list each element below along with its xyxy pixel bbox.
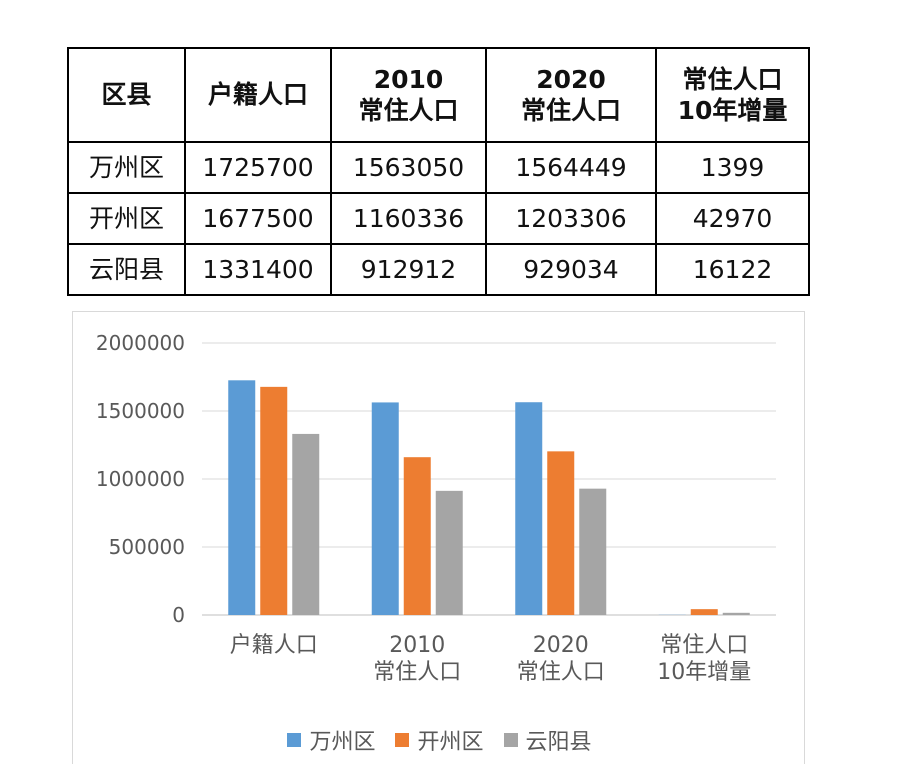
bar — [404, 457, 431, 615]
table-cell: 1203306 — [486, 193, 656, 244]
bar — [547, 451, 574, 615]
bar — [691, 609, 718, 615]
legend-swatch — [287, 733, 301, 747]
bar — [579, 489, 606, 615]
header-district: 区县 — [68, 48, 185, 142]
table-cell: 1677500 — [185, 193, 331, 244]
x-tick-label: 户籍人口 — [230, 633, 318, 658]
x-tick-label: 10年增量 — [657, 660, 751, 685]
y-tick-label: 0 — [172, 603, 185, 627]
bar — [515, 402, 542, 615]
table-cell: 42970 — [656, 193, 809, 244]
bar — [723, 613, 750, 615]
legend-item: 万州区 — [287, 724, 375, 756]
table-cell: 1725700 — [185, 142, 331, 193]
y-tick-label: 500000 — [109, 535, 185, 559]
legend-item: 开州区 — [395, 724, 483, 756]
x-tick-label: 常住人口 — [517, 660, 605, 685]
legend-swatch — [504, 733, 518, 747]
y-tick-label: 2000000 — [96, 331, 185, 355]
bar — [260, 387, 287, 615]
legend-label: 万州区 — [309, 724, 375, 756]
table-row: 云阳县 1331400 912912 929034 16122 — [68, 244, 809, 295]
x-tick-label: 2020 — [533, 633, 589, 658]
table-cell: 16122 — [656, 244, 809, 295]
legend-swatch — [395, 733, 409, 747]
table-cell: 1563050 — [331, 142, 486, 193]
chart-legend: 万州区 开州区 云阳县 — [73, 724, 806, 756]
x-tick-label: 常住人口 — [660, 633, 748, 658]
bar — [292, 434, 319, 615]
table-cell: 929034 — [486, 244, 656, 295]
table-cell: 1564449 — [486, 142, 656, 193]
table-cell: 1160336 — [331, 193, 486, 244]
x-tick-label: 常住人口 — [373, 660, 461, 685]
legend-label: 开州区 — [417, 724, 483, 756]
x-tick-label: 2010 — [389, 633, 445, 658]
table-cell: 1399 — [656, 142, 809, 193]
legend-item: 云阳县 — [504, 724, 592, 756]
table-cell: 1331400 — [185, 244, 331, 295]
table-cell: 万州区 — [68, 142, 185, 193]
y-tick-label: 1500000 — [96, 399, 185, 423]
bar — [436, 491, 463, 615]
table-row: 开州区 1677500 1160336 1203306 42970 — [68, 193, 809, 244]
bar — [228, 380, 255, 615]
y-tick-label: 1000000 — [96, 467, 185, 491]
bar — [372, 402, 399, 615]
table-row: 万州区 1725700 1563050 1564449 1399 — [68, 142, 809, 193]
legend-label: 云阳县 — [526, 724, 592, 756]
table-cell: 开州区 — [68, 193, 185, 244]
table-cell: 云阳县 — [68, 244, 185, 295]
table-cell: 912912 — [331, 244, 486, 295]
header-registered-pop: 户籍人口 — [185, 48, 331, 142]
